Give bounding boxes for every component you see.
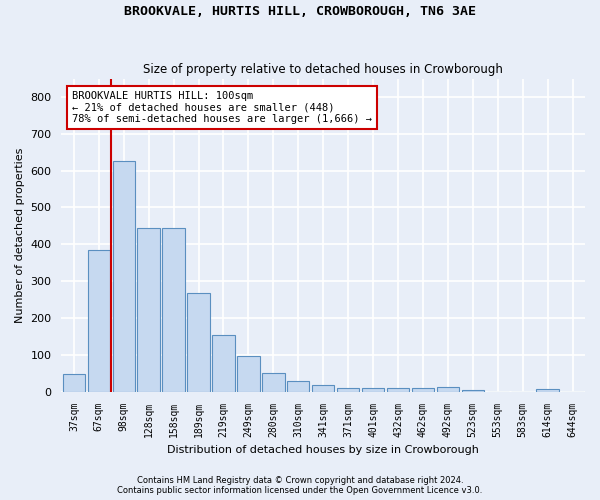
Bar [362, 388, 384, 392]
Bar [461, 390, 484, 392]
Bar [137, 228, 160, 392]
Text: BROOKVALE, HURTIS HILL, CROWBOROUGH, TN6 3AE: BROOKVALE, HURTIS HILL, CROWBOROUGH, TN6… [124, 5, 476, 18]
Bar [163, 228, 185, 392]
Bar [88, 250, 110, 392]
Bar [113, 162, 135, 392]
Y-axis label: Number of detached properties: Number of detached properties [15, 148, 25, 323]
Bar [536, 388, 559, 392]
Bar [187, 293, 210, 392]
Bar [412, 388, 434, 392]
Bar [387, 388, 409, 392]
Title: Size of property relative to detached houses in Crowborough: Size of property relative to detached ho… [143, 63, 503, 76]
Bar [437, 387, 459, 392]
X-axis label: Distribution of detached houses by size in Crowborough: Distribution of detached houses by size … [167, 445, 479, 455]
Bar [312, 385, 334, 392]
Text: Contains HM Land Registry data © Crown copyright and database right 2024.
Contai: Contains HM Land Registry data © Crown c… [118, 476, 482, 495]
Bar [287, 382, 310, 392]
Bar [237, 356, 260, 392]
Bar [212, 334, 235, 392]
Text: BROOKVALE HURTIS HILL: 100sqm
← 21% of detached houses are smaller (448)
78% of : BROOKVALE HURTIS HILL: 100sqm ← 21% of d… [72, 91, 372, 124]
Bar [337, 388, 359, 392]
Bar [62, 374, 85, 392]
Bar [262, 372, 284, 392]
